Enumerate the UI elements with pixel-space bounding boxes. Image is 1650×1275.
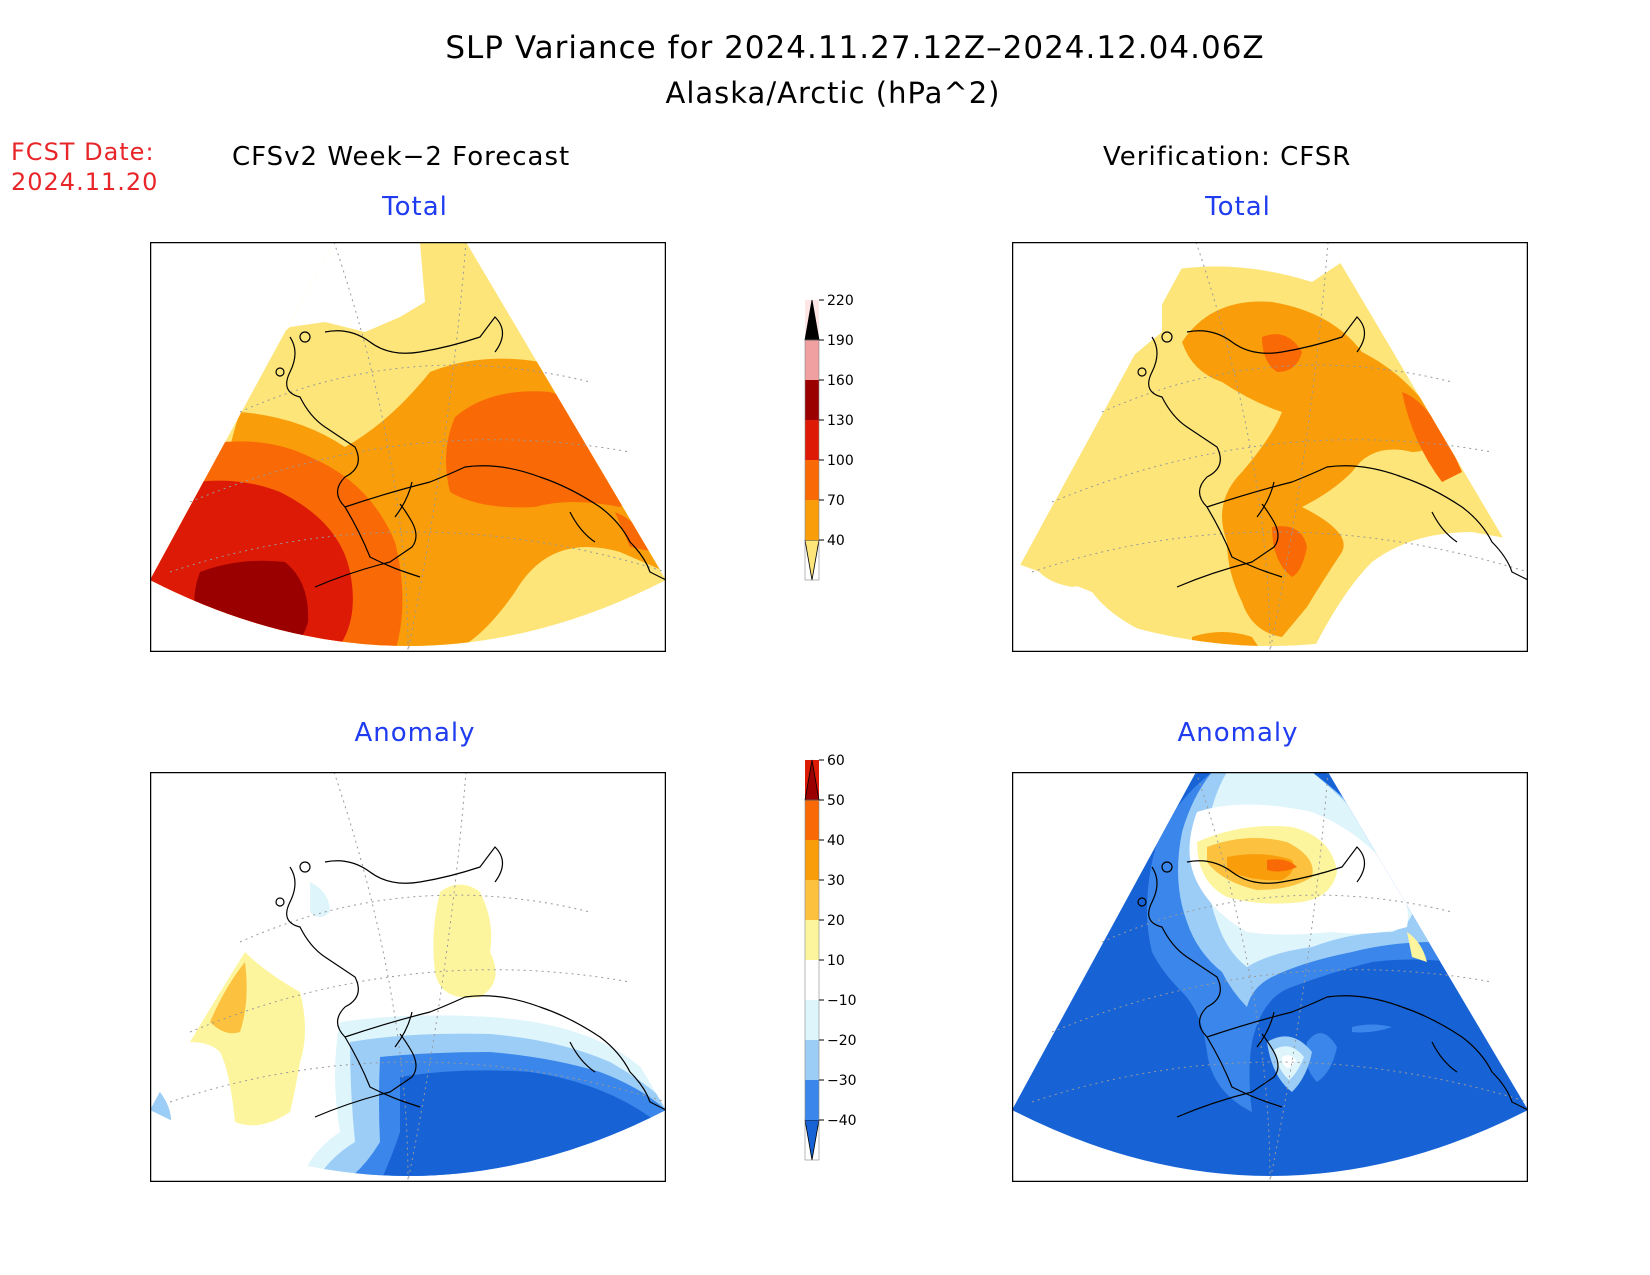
colorbar-total-segment xyxy=(805,460,819,500)
colorbar-anomaly-tick-label: 30 xyxy=(827,873,845,889)
colorbar-anomaly-segment xyxy=(805,960,819,1000)
colorbar-anomaly-tick-label: −10 xyxy=(827,993,857,1009)
colorbar-anomaly-tick-label: −30 xyxy=(827,1073,857,1089)
colorbar-anomaly-tick-label: −40 xyxy=(827,1113,857,1129)
page-title: SLP Variance for 2024.11.27.12Z–2024.12.… xyxy=(445,30,1265,66)
map-forecast-anomaly xyxy=(150,772,666,1182)
colorbar-total-tick-label: 130 xyxy=(827,413,854,429)
colorbar-total-segment xyxy=(805,500,819,540)
colorbar-total-tick-label: 40 xyxy=(827,533,845,549)
map-forecast-total xyxy=(150,242,666,652)
colorbar-total-segment xyxy=(805,340,819,380)
colorbar-total-tick-label: 100 xyxy=(827,453,854,469)
coastline-verification-anomaly xyxy=(1137,846,1528,1118)
coastline-forecast-anomaly xyxy=(275,846,666,1118)
colorbar-total-segment xyxy=(805,380,819,420)
colorbar-total-tick-label: 70 xyxy=(827,493,845,509)
colorbar-anomaly-tick-label: 20 xyxy=(827,913,845,929)
colorbar-anomaly-segment xyxy=(805,1040,819,1080)
colorbar-anomaly: −40 −30 −20 −10 10 20 30 40 50 60 xyxy=(804,753,857,1161)
colorbar-total-tick-label: 190 xyxy=(827,333,854,349)
colorbar-anomaly-end-low xyxy=(804,1119,820,1161)
coastline-forecast-total xyxy=(275,316,666,588)
colorbar-anomaly-tick-label: 60 xyxy=(827,753,845,769)
forecast-date-block: FCST Date: 2024.11.20 xyxy=(11,137,158,197)
colorbar-anomaly-tick-label: 50 xyxy=(827,793,845,809)
colorbar-anomaly-segment xyxy=(805,800,819,840)
coastline-verification-total xyxy=(1137,316,1528,588)
colorbar-anomaly-segment xyxy=(805,840,819,880)
colorbar-anomaly-segment xyxy=(805,1000,819,1040)
panel-title-forecast-anomaly: Anomaly xyxy=(354,718,476,748)
colorbar-anomaly-segment xyxy=(805,880,819,920)
colorbar-anomaly-tick-label: −20 xyxy=(827,1033,857,1049)
panel-title-forecast-total: Total xyxy=(382,192,448,222)
colorbar-total-tick-label: 220 xyxy=(827,293,854,309)
colorbar-anomaly-segment xyxy=(805,1080,819,1120)
colorbar-total: 40 70 100 130 160 190 220 xyxy=(804,293,854,581)
colorbar-total-end-low xyxy=(804,539,820,581)
colorbar-total-tick-label: 160 xyxy=(827,373,854,389)
colorbar-anomaly-segment xyxy=(805,920,819,960)
panel-title-verification-anomaly: Anomaly xyxy=(1177,718,1299,748)
verification-column-header: Verification: CFSR xyxy=(1103,142,1352,172)
panel-title-verification-total: Total xyxy=(1205,192,1271,222)
map-verification-total xyxy=(1012,242,1528,652)
forecast-date-label: FCST Date: xyxy=(11,138,155,166)
colorbar-total-segment xyxy=(805,420,819,460)
forecast-column-header: CFSv2 Week−2 Forecast xyxy=(232,142,571,172)
forecast-date-value: 2024.11.20 xyxy=(11,168,159,196)
colorbar-anomaly-tick-label: 10 xyxy=(827,953,845,969)
colorbar-anomaly-tick-label: 40 xyxy=(827,833,845,849)
map-verification-anomaly xyxy=(1012,772,1528,1182)
page-subtitle: Alaska/Arctic (hPa^2) xyxy=(665,76,1001,110)
